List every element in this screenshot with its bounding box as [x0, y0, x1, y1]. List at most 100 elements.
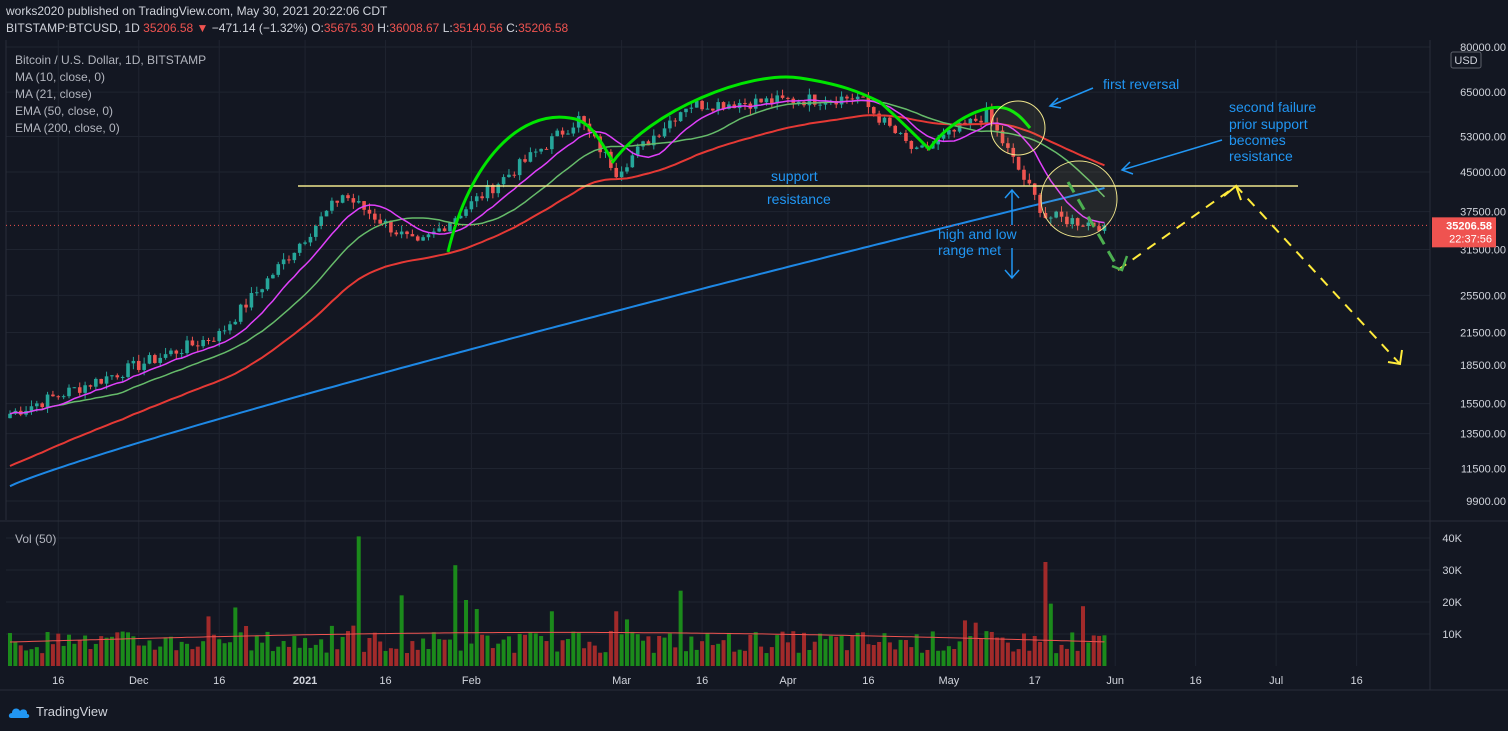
- volume-bar: [743, 650, 748, 666]
- volume-bar: [700, 641, 705, 666]
- volume-bar: [99, 636, 104, 666]
- time-tick: 16: [1350, 675, 1362, 687]
- time-tick: Feb: [462, 675, 481, 687]
- candle-body: [1027, 179, 1032, 184]
- candle-body: [936, 138, 940, 145]
- legend-ma21[interactable]: MA (21, close): [15, 87, 92, 101]
- volume-bar: [227, 642, 232, 666]
- price-tick: 80000.00: [1460, 42, 1506, 54]
- volume-bar: [394, 648, 399, 666]
- legend-volume[interactable]: Vol (50): [15, 532, 56, 546]
- volume-bar: [56, 633, 61, 666]
- candle-body: [1054, 211, 1058, 218]
- candle-body: [99, 378, 104, 384]
- candle-body: [330, 200, 334, 211]
- candle-body: [308, 236, 313, 243]
- candle-body: [356, 201, 361, 203]
- volume-bar: [968, 636, 973, 666]
- volume-bar: [721, 640, 726, 666]
- candle-body: [1059, 211, 1064, 217]
- currency-box[interactable]: [1450, 51, 1482, 69]
- high-low-line1: high and low: [938, 226, 1018, 242]
- volume-bar: [893, 649, 898, 666]
- candle-body: [464, 209, 468, 216]
- volume-bar: [705, 633, 710, 666]
- volume-bar: [126, 632, 131, 666]
- volume-bar: [1064, 648, 1069, 666]
- volume-bar: [24, 650, 29, 666]
- volume-bar: [388, 648, 393, 666]
- candle-body: [77, 387, 82, 393]
- candle-body: [244, 304, 248, 308]
- candle-body: [973, 118, 978, 121]
- volume-bar: [877, 641, 882, 666]
- volume-bar: [775, 635, 780, 666]
- volume-bar: [286, 646, 291, 666]
- candle-body: [410, 234, 415, 237]
- volume-bar: [995, 637, 1000, 666]
- volume-bar: [378, 641, 383, 666]
- volume-bar: [512, 652, 517, 666]
- volume-bar: [115, 632, 120, 666]
- volume-bar: [335, 649, 340, 666]
- volume-bar: [973, 622, 978, 666]
- price-tick: 21500.00: [1460, 327, 1506, 339]
- legend-ema50[interactable]: EMA (50, close, 0): [15, 104, 113, 118]
- volume-bar: [1081, 606, 1085, 666]
- volume-bar: [222, 643, 227, 666]
- symbol-label: BITSTAMP:BTCUSD, 1D: [6, 21, 140, 35]
- volume-tick: 40K: [1442, 533, 1462, 545]
- last-price-badge-value: 35206.58: [1446, 220, 1492, 232]
- candle-body: [882, 117, 887, 123]
- volume-bar: [265, 631, 270, 666]
- price-tick: 11500.00: [1461, 463, 1506, 475]
- open-label: O:: [311, 21, 324, 35]
- arrow-second-failure: [1121, 139, 1223, 171]
- candle-body: [94, 378, 98, 387]
- volume-bar: [802, 632, 807, 666]
- second-failure-line1: second failure: [1229, 99, 1316, 115]
- volume-bar: [244, 626, 249, 666]
- volume-bar: [1102, 635, 1107, 666]
- volume-bar: [903, 640, 908, 666]
- candle-body: [1038, 194, 1042, 213]
- candle-body: [1075, 218, 1080, 226]
- volume-bar: [506, 636, 511, 666]
- candle-body: [1081, 225, 1085, 227]
- candle-body: [72, 387, 77, 389]
- legend-ema200[interactable]: EMA (200, close, 0): [15, 121, 120, 135]
- volume-bar: [195, 646, 200, 666]
- volume-bar: [936, 650, 941, 666]
- volume-bar: [292, 636, 297, 666]
- volume-bar: [383, 650, 388, 666]
- volume-bar: [88, 649, 93, 666]
- volume-bar: [662, 637, 667, 666]
- volume-bar: [185, 643, 190, 666]
- volume-bar: [930, 631, 935, 666]
- candle-body: [437, 228, 441, 232]
- volume-bar: [442, 639, 447, 666]
- volume-bar: [598, 652, 603, 666]
- price-tick: 15500.00: [1460, 399, 1506, 411]
- legend-ma10[interactable]: MA (10, close, 0): [15, 70, 105, 84]
- candle-body: [1097, 226, 1101, 231]
- tradingview-logo[interactable]: TradingView: [8, 704, 108, 719]
- volume-bar: [313, 644, 318, 666]
- candle-body: [898, 132, 903, 134]
- open-value: 35675.30: [323, 21, 374, 35]
- candle-body: [780, 95, 785, 98]
- volume-tick: 20K: [1442, 597, 1462, 609]
- volume-bar: [565, 638, 570, 666]
- volume-bar: [421, 638, 426, 666]
- candle-body: [399, 231, 404, 235]
- volume-bar: [1011, 651, 1016, 666]
- candle-body: [947, 129, 951, 135]
- close-label: C:: [506, 21, 519, 35]
- volume-bar: [807, 649, 812, 666]
- green-dashed-line: [1066, 181, 1120, 269]
- axes[interactable]: 80000.00 65000.00 53000.00 45000.00 37500.00…: [0, 40, 1508, 691]
- candle-body: [764, 98, 769, 103]
- candle-body: [104, 376, 109, 384]
- price-tick: 37500.00: [1460, 207, 1506, 219]
